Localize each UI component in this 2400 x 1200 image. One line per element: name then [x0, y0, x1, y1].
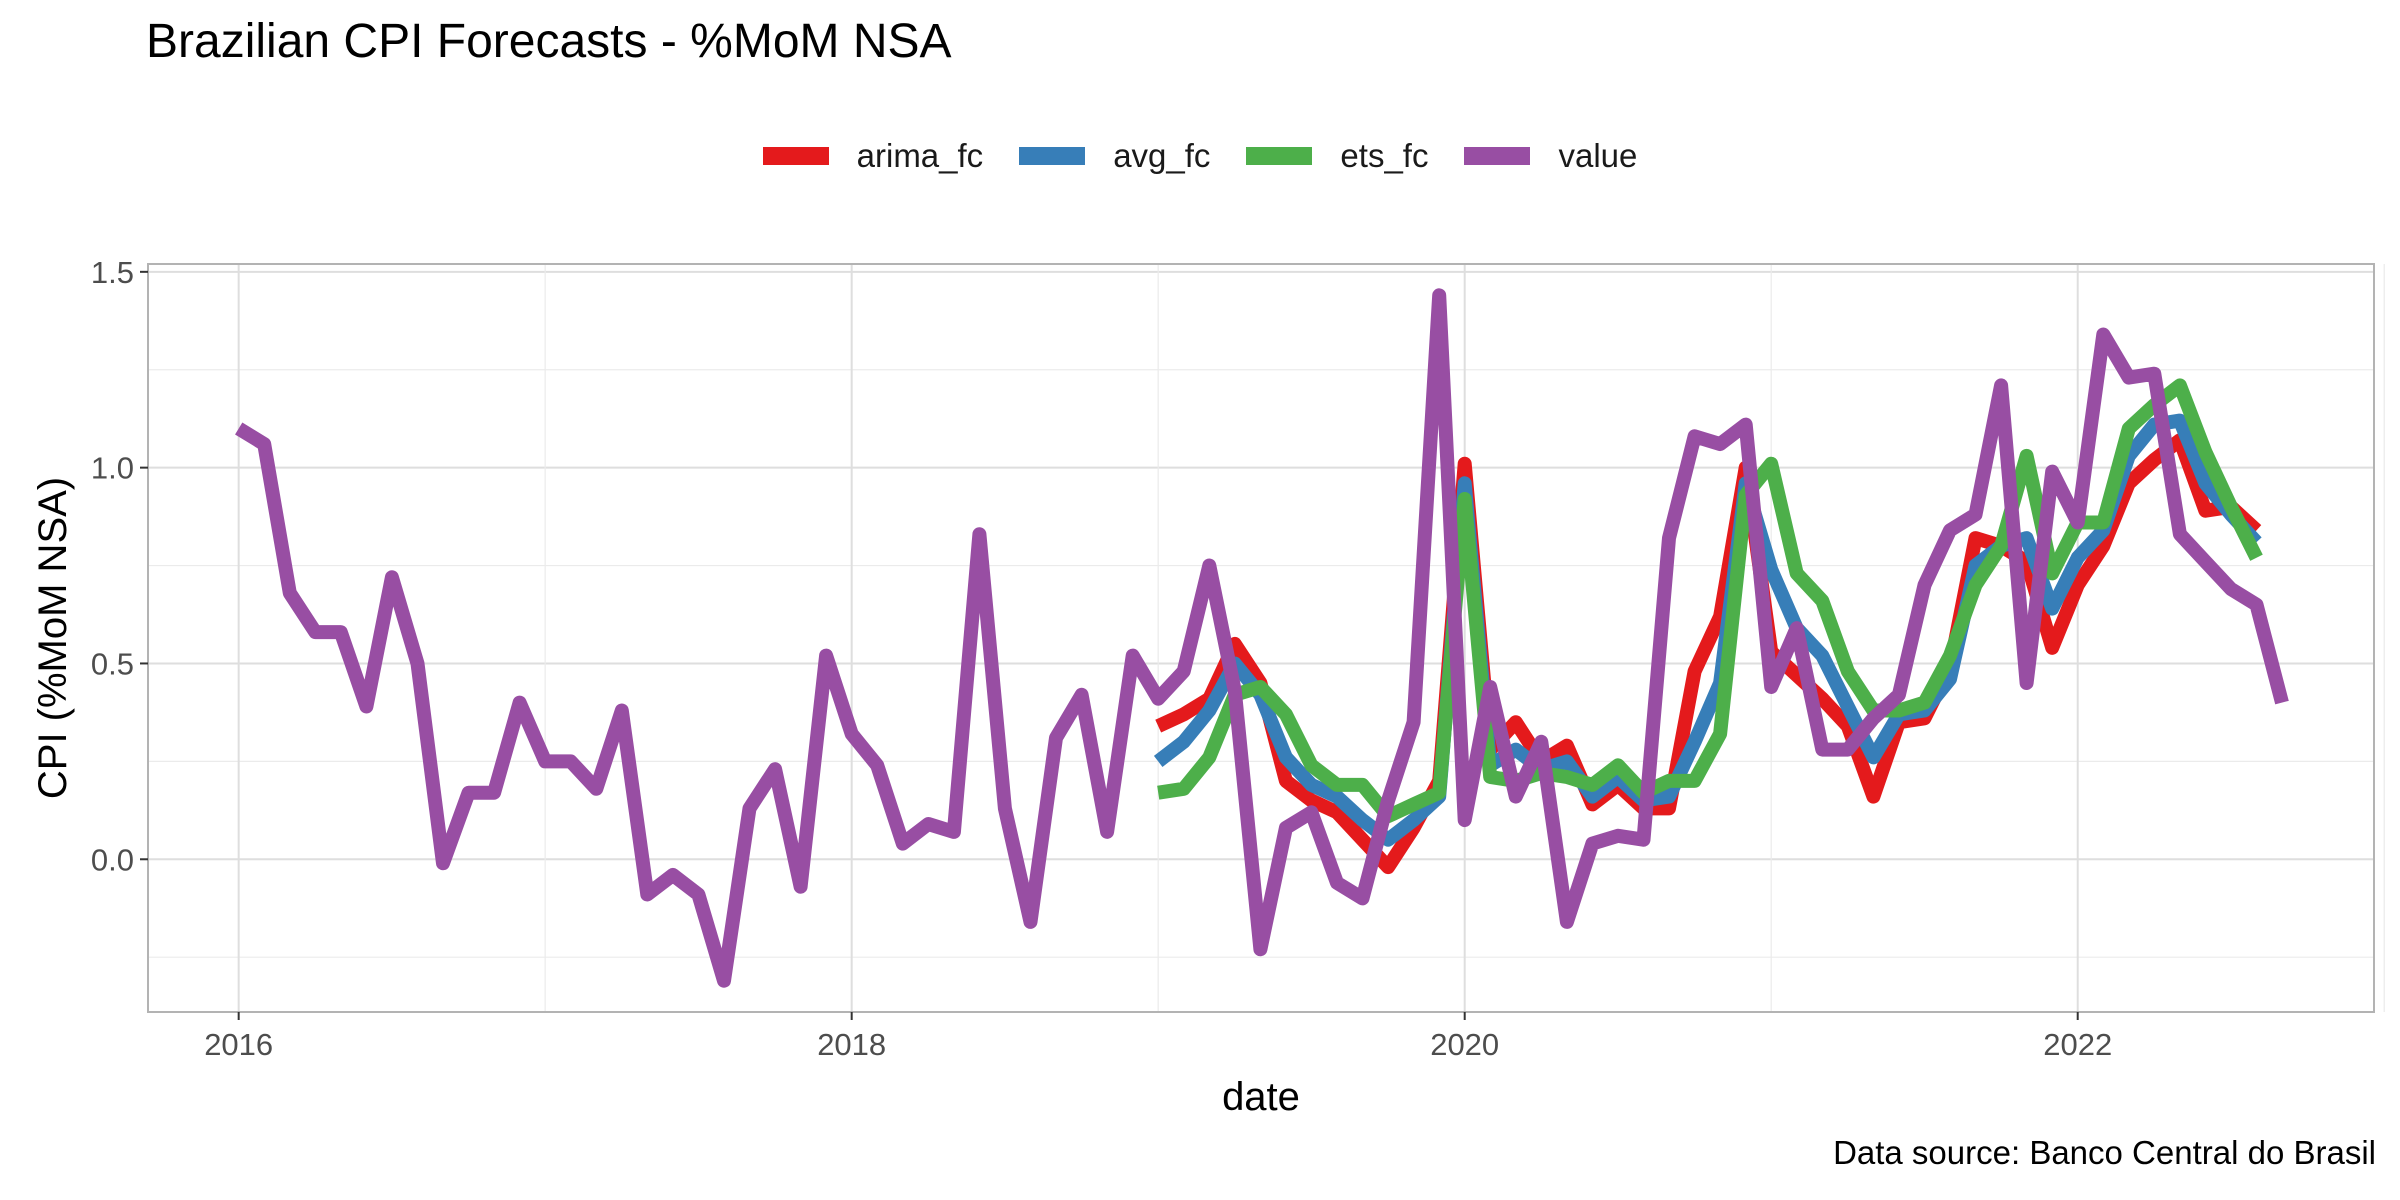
legend-label-avg-fc: avg_fc: [1113, 137, 1211, 174]
y-tick-label: 1.5: [91, 255, 134, 290]
y-tick-label: 0.0: [91, 842, 134, 877]
x-tick-label: 2020: [1430, 1027, 1499, 1062]
legend-item-arima-fc: arima_fc: [762, 137, 984, 175]
chart-title: Brazilian CPI Forecasts - %MoM NSA: [146, 15, 952, 68]
series-line-ets-fc: [1157, 378, 2263, 824]
series-line-arima-fc: [1155, 433, 2262, 875]
panel-border: [147, 263, 2375, 1013]
x-axis-title: date: [1222, 1075, 1300, 1119]
series-lines: [235, 288, 2289, 988]
legend-label-ets-fc: ets_fc: [1340, 137, 1429, 174]
grid-lines: [148, 264, 2385, 1012]
legend-key-ets-fc: [1246, 147, 1313, 165]
legend-key-arima-fc: [762, 147, 829, 165]
y-tick-label: 0.5: [91, 646, 134, 681]
y-axis-title: CPI (%MoM NSA): [31, 477, 75, 799]
data-source-caption: Data source: Banco Central do Brasil: [1833, 1134, 2376, 1171]
x-tick-label: 2018: [817, 1027, 886, 1062]
legend-key-avg-fc: [1019, 147, 1086, 165]
y-tick-label: 1.0: [91, 451, 134, 486]
x-tick-label: 2022: [2043, 1027, 2112, 1062]
legend: arima_fc avg_fc ets_fc value: [0, 130, 2400, 182]
series-line-avg-fc: [1153, 413, 2262, 847]
axes: 0.0 0.5 1.0 1.5 2016 2018 2020 2022: [91, 255, 2112, 1062]
x-tick-label: 2016: [204, 1027, 273, 1062]
legend-item-avg-fc: avg_fc: [1019, 137, 1210, 175]
legend-item-value: value: [1464, 137, 1637, 175]
series-line-value: [235, 288, 2289, 988]
legend-key-value: [1464, 147, 1531, 165]
legend-item-ets-fc: ets_fc: [1246, 137, 1428, 175]
legend-label-arima-fc: arima_fc: [856, 137, 984, 174]
legend-label-value: value: [1558, 137, 1638, 174]
